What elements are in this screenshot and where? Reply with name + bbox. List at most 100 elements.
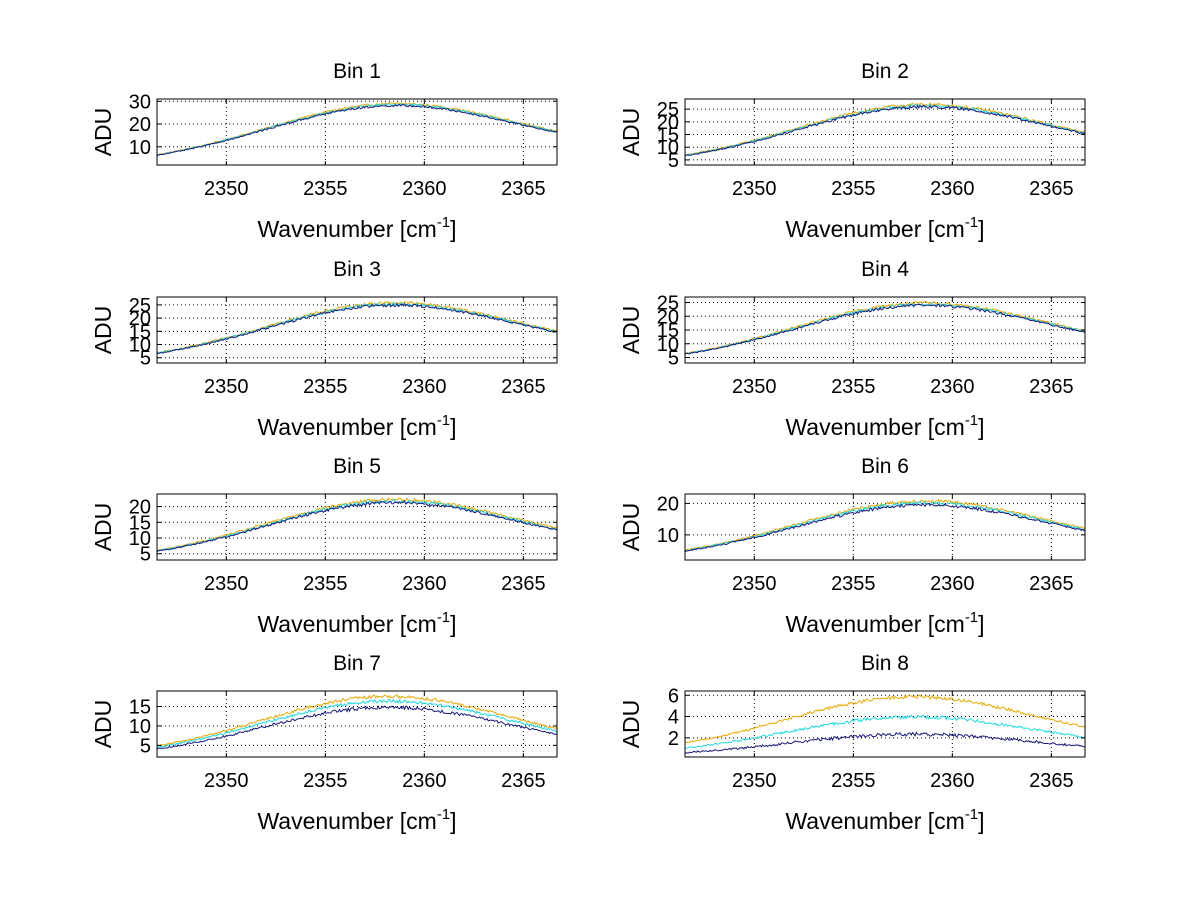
y-tick-label: 10: [129, 716, 151, 738]
x-axis-label-main: Wavenumber [cm: [785, 808, 964, 834]
subplot-title: Bin 8: [861, 652, 909, 675]
y-axis-label: ADU: [90, 108, 116, 157]
subplot-title: Bin 5: [333, 455, 381, 478]
x-tick-label: 2360: [930, 376, 975, 398]
x-axis-label-main: Wavenumber [cm: [257, 611, 436, 637]
x-tick-label: 2365: [1029, 376, 1074, 398]
series-line-3: [684, 104, 1086, 157]
x-axis-label-sup: -1: [965, 806, 978, 823]
subplot-bin-8: 2350 2355 2360 2365 246 Bin 8 Wavenumber [cm-1…: [618, 652, 1086, 834]
x-tick-label: 2365: [1029, 178, 1074, 200]
x-axis-label-close: ]: [450, 808, 456, 834]
x-tick-label: 2355: [831, 376, 876, 398]
x-tick-label: 2360: [930, 573, 975, 595]
y-tick-label: 5: [668, 348, 679, 370]
series-line-1: [156, 497, 558, 551]
x-tick-label: 2350: [204, 376, 249, 398]
subplot-title: Bin 7: [333, 652, 381, 675]
series-line-3: [684, 731, 1086, 754]
x-tick-label: 2350: [204, 573, 249, 595]
x-axis-label: Wavenumber [cm-1]: [257, 412, 456, 440]
plot-area: [685, 691, 1085, 757]
series-line-1: [156, 694, 558, 747]
y-tick-label: 20: [129, 114, 151, 136]
y-axis-label: ADU: [618, 503, 644, 552]
axes-box: [684, 493, 1086, 561]
y-tick-label: 25: [129, 295, 151, 317]
series-line-3: [156, 104, 558, 156]
x-tick-label: 2360: [402, 770, 447, 792]
x-axis-label-sup: -1: [965, 412, 978, 429]
x-tick-label: 2365: [501, 376, 546, 398]
plot-area: [685, 99, 1085, 165]
x-axis-label-sup: -1: [437, 806, 450, 823]
x-axis-label-sup: -1: [437, 609, 450, 626]
x-axis-label: Wavenumber [cm-1]: [257, 609, 456, 637]
x-tick-label: 2360: [402, 376, 447, 398]
y-tick-label: 20: [657, 306, 679, 328]
y-tick-label: 5: [140, 735, 151, 757]
x-tick-label: 2350: [732, 770, 777, 792]
series-line-2: [156, 102, 558, 156]
y-tick-label: 10: [129, 528, 151, 550]
x-axis-label-close: ]: [978, 216, 984, 242]
subplot-title: Bin 3: [333, 258, 381, 281]
x-tick-label: 2365: [501, 573, 546, 595]
x-tick-label: 2350: [732, 376, 777, 398]
plot-area: [157, 297, 557, 363]
subplot-title: Bin 4: [861, 258, 909, 281]
y-axis-label: ADU: [618, 108, 644, 157]
x-tick-label: 2355: [303, 573, 348, 595]
y-tick-label: 20: [657, 493, 679, 515]
x-tick-label: 2350: [204, 770, 249, 792]
y-tick-label: 10: [129, 137, 151, 159]
y-tick-label: 30: [129, 91, 151, 113]
series-line-1: [684, 694, 1086, 743]
y-tick-label: 5: [140, 348, 151, 370]
x-axis-label-close: ]: [978, 414, 984, 440]
x-axis-label-main: Wavenumber [cm: [785, 414, 964, 440]
x-axis-label-main: Wavenumber [cm: [257, 808, 436, 834]
x-tick-label: 2365: [501, 178, 546, 200]
x-axis-label-close: ]: [450, 414, 456, 440]
axes-box: [684, 690, 1086, 758]
y-tick-label: 15: [657, 125, 679, 147]
x-tick-label: 2355: [831, 178, 876, 200]
series-line-2: [156, 698, 558, 748]
axes-box: [156, 690, 558, 758]
y-tick-label: 5: [668, 150, 679, 172]
x-axis-label-sup: -1: [437, 214, 450, 231]
y-tick-label: 15: [129, 321, 151, 343]
subplot-title: Bin 6: [861, 455, 909, 478]
y-tick-label: 5: [140, 544, 151, 566]
x-axis-label-main: Wavenumber [cm: [785, 216, 964, 242]
axes-box: [156, 98, 558, 166]
y-tick-label: 20: [129, 497, 151, 519]
y-tick-label: 15: [129, 697, 151, 719]
x-tick-label: 2365: [1029, 573, 1074, 595]
y-tick-label: 10: [657, 525, 679, 547]
series-line-3: [684, 303, 1086, 355]
series-line-3: [156, 705, 558, 750]
series-line-2: [684, 714, 1086, 749]
subplot-bin-6: 2350 2355 2360 2365 10 20 Bin 6 Wavenumber [cm-…: [618, 455, 1086, 637]
y-axis-label: ADU: [90, 306, 116, 355]
axes-box: [156, 493, 558, 561]
subplot-title: Bin 1: [333, 60, 381, 83]
x-axis-label-sup: -1: [437, 412, 450, 429]
y-tick-label: 20: [129, 308, 151, 330]
y-axis-label: ADU: [618, 306, 644, 355]
y-tick-label: 25: [657, 293, 679, 315]
x-axis-label: Wavenumber [cm-1]: [785, 214, 984, 242]
x-tick-label: 2360: [930, 770, 975, 792]
series-line-1: [684, 102, 1086, 156]
series-line-2: [684, 500, 1086, 552]
x-tick-label: 2350: [732, 573, 777, 595]
y-tick-label: 25: [657, 99, 679, 121]
subplot-title: Bin 2: [861, 60, 909, 83]
y-axis-label: ADU: [90, 503, 116, 552]
